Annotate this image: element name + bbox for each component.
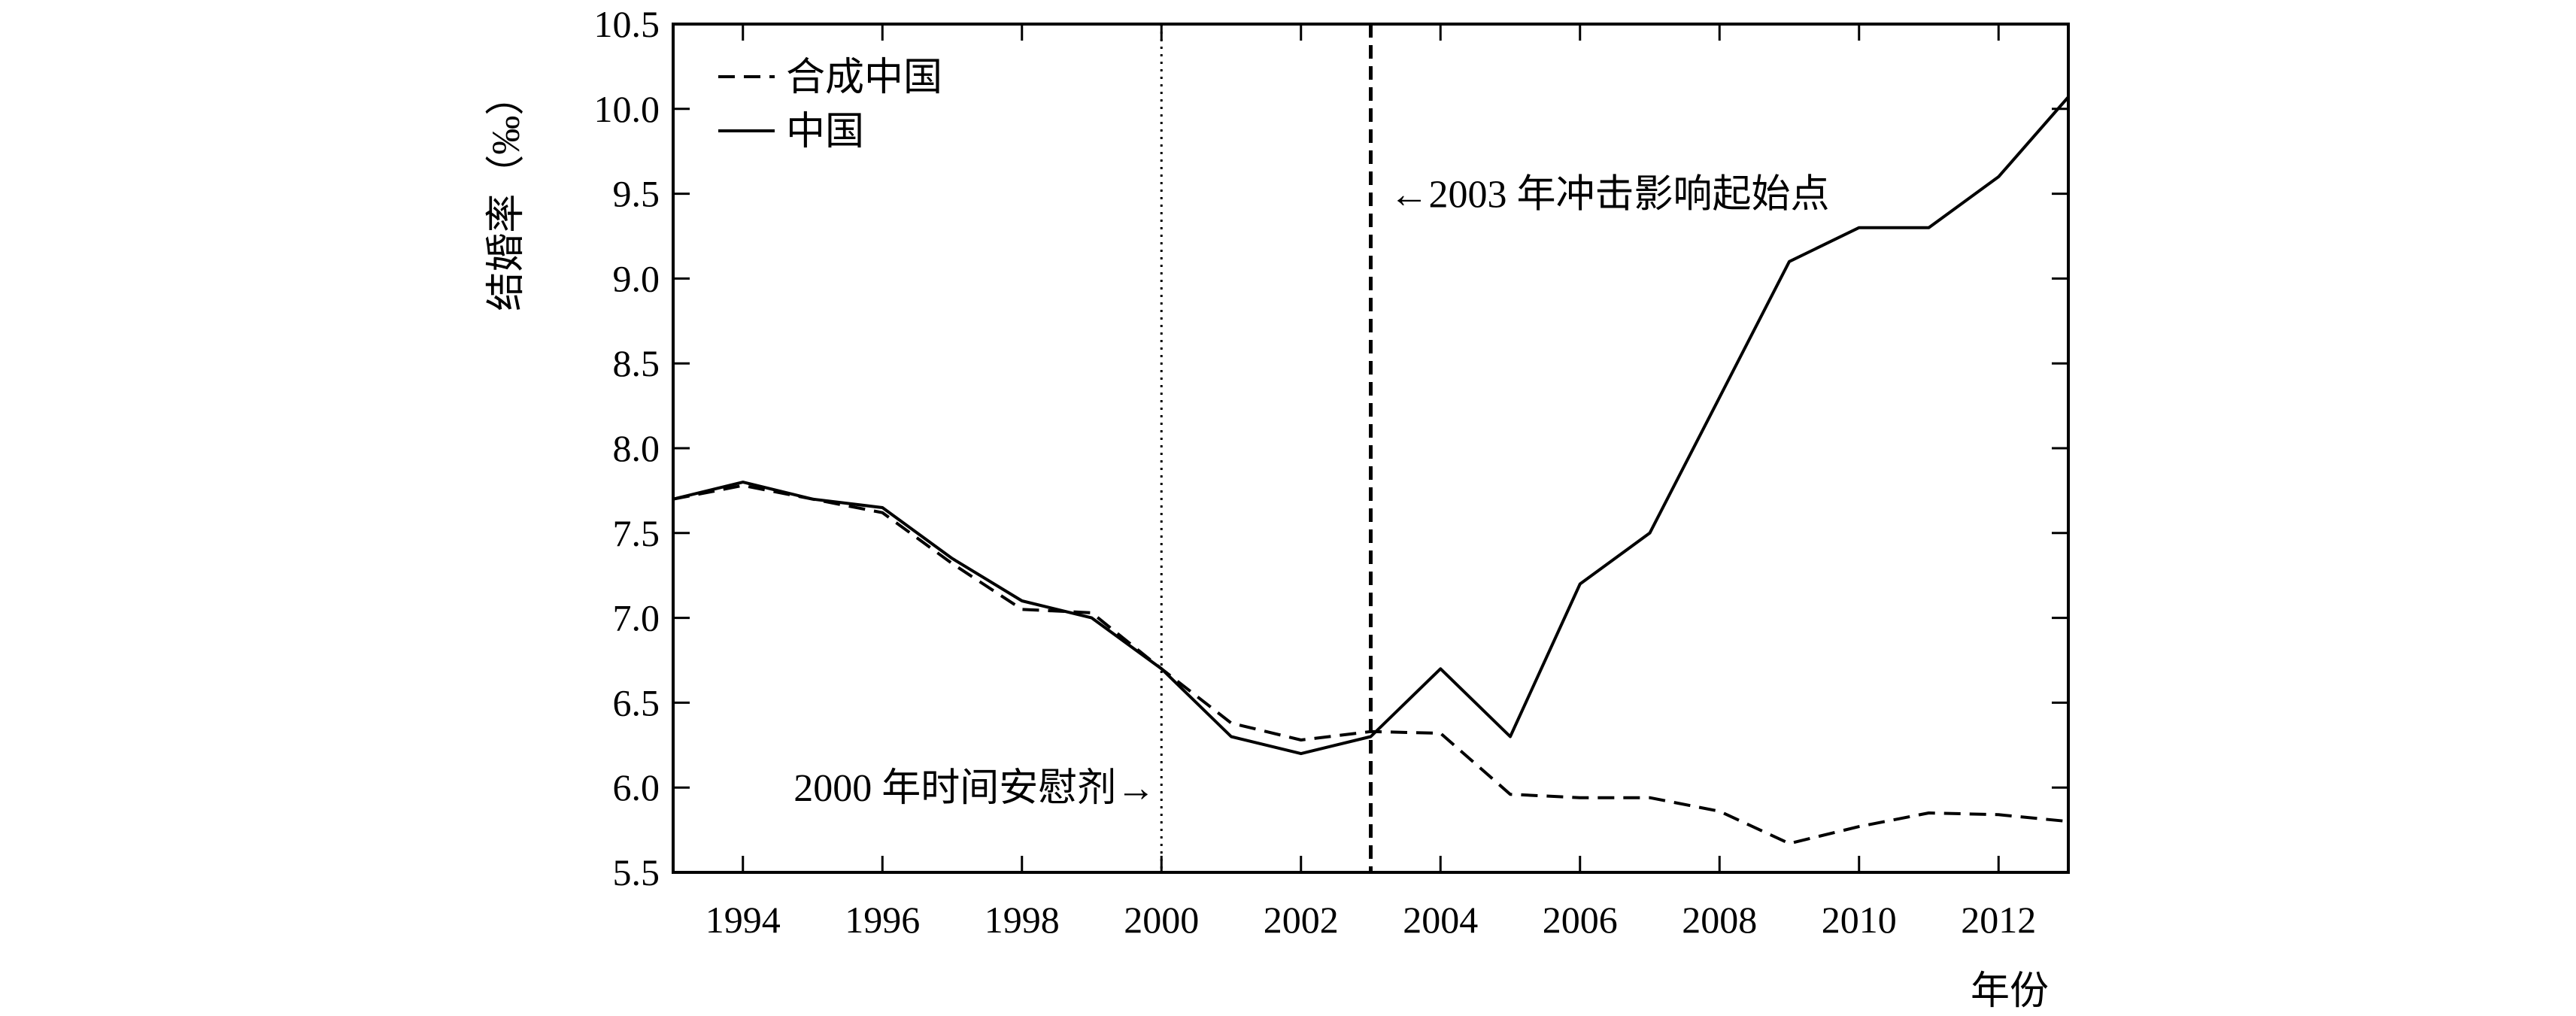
china-point	[951, 557, 954, 560]
china-point	[881, 506, 884, 509]
china-point	[1997, 175, 2000, 178]
china-point	[1579, 582, 1582, 585]
china-point	[1370, 735, 1373, 738]
legend-label: 合成中国	[786, 56, 942, 99]
x-tick-label: 2002	[1264, 899, 1339, 941]
china-point	[1021, 599, 1024, 602]
china-point	[1091, 617, 1094, 620]
china-point	[1858, 226, 1861, 229]
synthetic-china-point	[1370, 730, 1373, 733]
x-tick-label: 2006	[1543, 899, 1618, 941]
x-tick-label: 2000	[1124, 899, 1199, 941]
y-tick-label: 6.5	[613, 681, 660, 723]
synthetic-china-point	[742, 484, 745, 487]
y-tick-label: 8.0	[613, 427, 660, 469]
china-point	[1160, 667, 1163, 670]
x-tick-label: 2012	[1961, 899, 2036, 941]
y-tick-label: 7.5	[613, 512, 660, 554]
synthetic-china-point	[1928, 811, 1931, 814]
y-tick-label: 8.5	[613, 342, 660, 384]
series-line-synthetic-china	[672, 484, 2069, 845]
synthetic-china-point	[1091, 611, 1094, 614]
synthetic-china-point	[951, 562, 954, 565]
synthetic-china-point	[1230, 721, 1233, 724]
reference-lines: 2000 年时间安慰剂→ ←2003 年冲击影响起始点	[793, 24, 1830, 872]
synthetic-china-point	[1021, 608, 1024, 611]
axis-ticks: 5.5 6.0 6.5 7.0 7.5 8.0 8.5 9.0 9.5 10.0 10.5 1994 1…	[594, 3, 2068, 941]
synthetic-china-point	[1788, 842, 1791, 845]
y-tick-label: 7.0	[613, 597, 660, 639]
synthetic-china-point	[2067, 820, 2070, 823]
y-tick-label: 9.0	[613, 257, 660, 299]
china-point	[1928, 226, 1931, 229]
china-point	[742, 481, 745, 484]
placebo-annotation: 2000 年时间安慰剂→	[793, 767, 1155, 810]
x-tick-label: 2004	[1403, 899, 1478, 941]
x-tick-label: 2008	[1682, 899, 1757, 941]
china-point	[1509, 735, 1512, 738]
y-tick-label: 6.0	[613, 766, 660, 808]
china-point	[1718, 396, 1721, 399]
china-point	[1649, 532, 1652, 535]
synthetic-china-point	[1300, 738, 1303, 742]
synthetic-china-point	[1997, 813, 2000, 816]
synthetic-china-point	[881, 511, 884, 514]
y-tick-label: 10.0	[594, 88, 660, 130]
synthetic-china-point	[1718, 810, 1721, 813]
china-point	[812, 498, 815, 501]
china-point	[1300, 752, 1303, 755]
x-tick-label: 1996	[845, 899, 920, 941]
synthetic-china-point	[1509, 793, 1512, 796]
y-axis-title: 结婚率（‰）	[485, 77, 528, 311]
x-tick-label: 1994	[705, 899, 781, 941]
x-axis-title: 年份	[1971, 970, 2049, 1013]
shock-annotation: ←2003 年冲击影响起始点	[1390, 174, 1830, 217]
legend-label: 中国	[786, 111, 864, 153]
y-tick-label: 10.5	[594, 3, 660, 45]
china-point	[2067, 96, 2070, 99]
china-point	[672, 498, 675, 501]
x-tick-label: 2010	[1822, 899, 1897, 941]
synthetic-china-point	[1649, 796, 1652, 799]
synthetic-china-point	[1439, 732, 1442, 735]
synthetic-china-point	[1579, 796, 1582, 799]
synthetic-china-point	[1858, 825, 1861, 828]
china-point	[1788, 260, 1791, 263]
x-tick-label: 1998	[985, 899, 1060, 941]
series-line-china	[672, 96, 2070, 756]
y-tick-label: 9.5	[613, 173, 660, 215]
china-point	[1230, 735, 1233, 738]
china-point	[1439, 667, 1442, 670]
y-tick-label: 5.5	[613, 851, 660, 893]
series-lines	[672, 96, 2070, 845]
